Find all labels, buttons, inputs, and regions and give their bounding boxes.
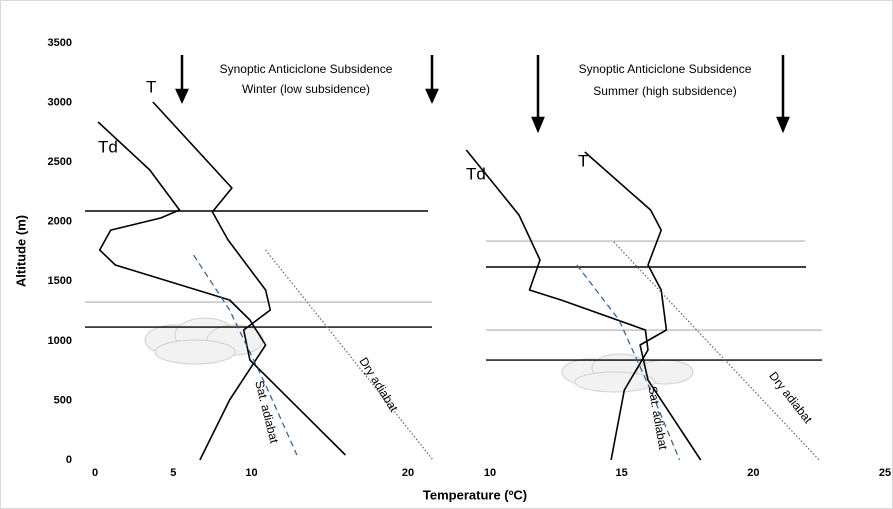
series-line (576, 264, 681, 461)
annotation: Summer (high subsidence) (593, 84, 736, 98)
series-label: T (578, 151, 588, 170)
series-line (465, 149, 649, 461)
y-tick-label: 1500 (48, 275, 72, 287)
series-line (613, 241, 820, 461)
y-tick-label: 2000 (48, 216, 72, 228)
series-label: Td (466, 164, 486, 183)
y-tick-label: 3000 (48, 96, 72, 108)
x-tick-label: 20 (747, 467, 759, 479)
series-line (152, 101, 346, 456)
subsidence-arrows (175, 55, 790, 134)
y-axis-title: Altitude (m) (13, 215, 28, 287)
annotation: Winter (low subsidence) (242, 82, 370, 96)
x-tick-label: 25 (879, 467, 891, 479)
series-line (193, 254, 298, 456)
series-label: Td (98, 137, 118, 156)
y-tick-label: 1000 (48, 335, 72, 347)
series-label: T (146, 77, 156, 96)
x-tick-label: 20 (402, 467, 414, 479)
x-tick-label: 5 (170, 467, 176, 479)
series-line (584, 151, 702, 461)
x-tick-label: 15 (616, 467, 628, 479)
series-line (97, 121, 267, 461)
x-axis-title: Temperature (ºC) (423, 487, 527, 502)
y-tick-label: 2500 (48, 156, 72, 168)
y-tick-label: 500 (54, 394, 72, 406)
x-tick-label: 0 (92, 467, 98, 479)
annotation: Synoptic Anticiclone Subsidence (220, 62, 393, 76)
series-line (265, 249, 434, 461)
annotation: Synoptic Anticiclone Subsidence (579, 62, 752, 76)
x-tick-label: 10 (484, 467, 496, 479)
y-tick-label: 0 (66, 454, 72, 466)
x-tick-label: 10 (245, 467, 257, 479)
y-tick-label: 3500 (48, 37, 72, 49)
